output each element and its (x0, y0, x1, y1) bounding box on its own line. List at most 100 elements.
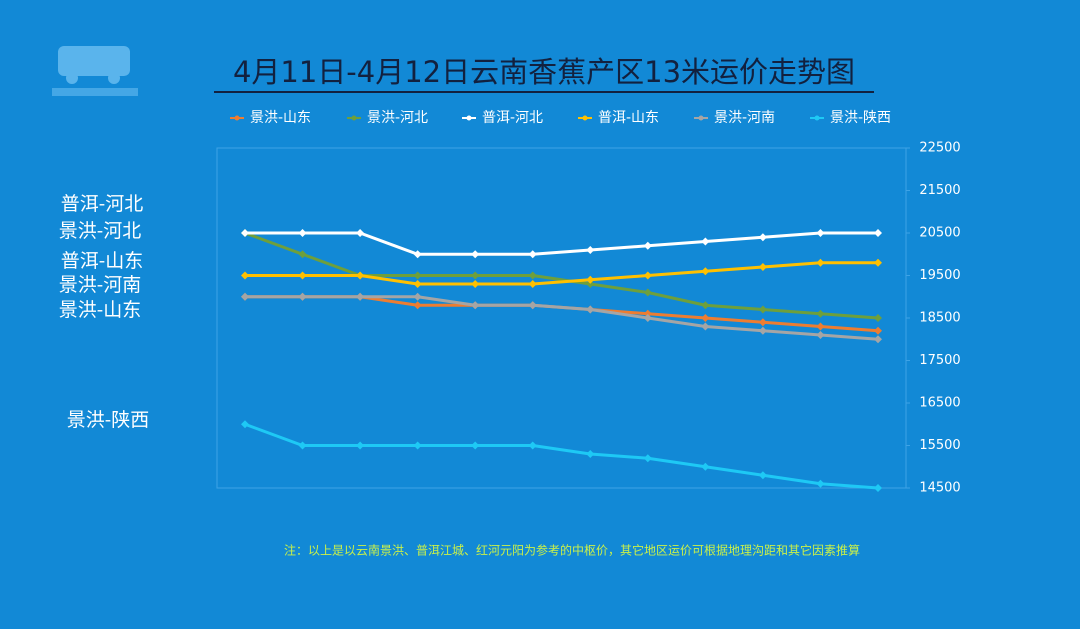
data-point (643, 309, 652, 318)
legend-marker (698, 115, 704, 121)
data-point (356, 229, 365, 237)
data-point (298, 250, 307, 259)
data-point (586, 280, 595, 288)
data-point (643, 288, 652, 297)
data-point (298, 441, 307, 450)
data-point (471, 301, 480, 310)
legend-marker (234, 115, 240, 121)
data-point (874, 229, 882, 237)
y-tick-label: 15500 (919, 438, 960, 453)
legend-marker (582, 115, 588, 121)
series-annotation: 景洪-河南 (59, 274, 141, 296)
data-point (298, 229, 307, 237)
data-point (758, 326, 767, 335)
data-point (528, 271, 537, 280)
data-point (528, 280, 537, 288)
y-tick-label: 16500 (919, 396, 960, 411)
data-point (356, 441, 365, 450)
data-point (586, 305, 595, 314)
data-point (413, 280, 422, 288)
series-line (245, 295, 879, 341)
data-point (816, 309, 825, 318)
data-point (471, 441, 480, 450)
data-point (758, 471, 767, 480)
data-point (701, 267, 710, 276)
series-annotation: 景洪-山东 (59, 299, 141, 321)
y-tick-label: 14500 (919, 481, 960, 496)
data-point (356, 271, 365, 280)
data-point (701, 462, 710, 471)
data-point (816, 258, 825, 267)
data-point (413, 271, 422, 280)
legend-label: 景洪-陕西 (830, 110, 891, 126)
data-point (816, 322, 825, 331)
data-point (298, 292, 307, 301)
series-line (244, 231, 879, 320)
legend-label: 景洪-河北 (367, 110, 428, 126)
data-point (701, 322, 710, 331)
data-point (413, 301, 422, 310)
data-point (643, 314, 652, 322)
series-line (245, 295, 879, 333)
data-point (413, 250, 422, 259)
data-point (528, 301, 537, 310)
legend-marker (351, 115, 357, 121)
data-point (874, 326, 882, 335)
y-tick-label: 22500 (919, 141, 960, 156)
data-point (586, 275, 595, 284)
data-point (471, 250, 480, 259)
legend-label: 普洱-山东 (598, 110, 659, 126)
y-tick-label: 21500 (919, 183, 960, 198)
data-point (701, 237, 710, 246)
series-annotation: 普洱-河北 (61, 193, 143, 215)
series-line (244, 422, 879, 490)
logo (52, 46, 138, 96)
data-point (471, 280, 480, 288)
legend-label: 景洪-河南 (714, 110, 775, 126)
data-point (356, 292, 365, 301)
logo-wheel (108, 72, 120, 84)
data-point (701, 314, 710, 322)
y-tick-label: 19500 (919, 268, 960, 283)
data-point (758, 305, 767, 314)
data-point (586, 450, 595, 458)
data-point (643, 271, 652, 280)
chart-title: 4月11日-4月12日云南香蕉产区13米运价走势图 (233, 55, 855, 89)
data-point (758, 318, 767, 327)
y-tick-label: 20500 (919, 226, 960, 241)
data-point (241, 292, 249, 301)
series-annotation: 景洪-河北 (59, 220, 141, 242)
data-point (816, 229, 825, 237)
logo-caption (52, 88, 138, 96)
data-point (874, 258, 882, 267)
data-point (701, 301, 710, 310)
data-point (758, 263, 767, 271)
data-point (413, 292, 422, 301)
plot-area (216, 147, 907, 489)
series-annotation: 景洪-陕西 (67, 409, 149, 431)
logo-wheel (66, 72, 78, 84)
data-point (874, 484, 882, 492)
data-point (241, 229, 249, 237)
y-tick-label: 18500 (919, 311, 960, 326)
data-point (471, 271, 480, 280)
data-point (874, 335, 882, 344)
data-point (758, 233, 767, 242)
y-tick-label: 17500 (919, 353, 960, 368)
data-point (528, 441, 537, 450)
legend-marker (814, 115, 820, 121)
series-line (245, 231, 878, 256)
data-point (298, 271, 307, 280)
data-point (586, 246, 595, 254)
legend-label: 普洱-河北 (482, 110, 543, 126)
footnote: 注：以上是以云南景洪、普洱江城、红河元阳为参考的中枢价，其它地区运价可根据地理沟… (284, 543, 860, 558)
legend-label: 景洪-山东 (250, 110, 311, 126)
series-line (245, 261, 878, 286)
data-point (528, 250, 537, 259)
series-annotation: 普洱-山东 (61, 250, 143, 272)
data-point (241, 271, 249, 280)
legend-marker (466, 115, 472, 121)
data-point (643, 241, 652, 250)
data-point (816, 331, 825, 339)
